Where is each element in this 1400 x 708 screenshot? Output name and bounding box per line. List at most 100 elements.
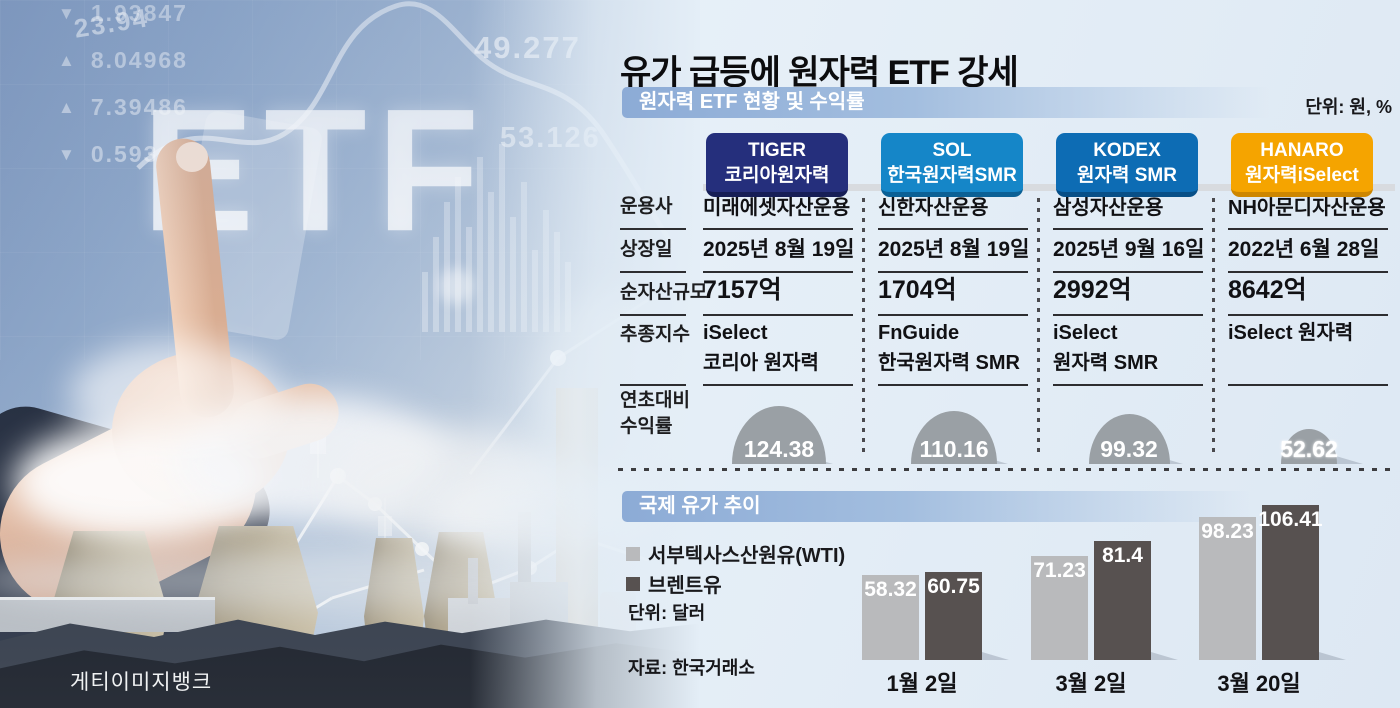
ticker-row: ▼ 1.93847 bbox=[58, 0, 188, 37]
bokeh-light bbox=[438, 268, 474, 304]
value-underline bbox=[1053, 271, 1203, 273]
value-underline bbox=[1228, 228, 1388, 230]
fund-header-kodex: KODEX 원자력 SMR bbox=[1056, 133, 1198, 197]
value-underline bbox=[1053, 314, 1203, 316]
oil-section-label: 국제 유가 추이 bbox=[639, 495, 761, 517]
bar-value: 106.41 bbox=[1258, 508, 1323, 531]
etf-row-label: 순자산규모 bbox=[620, 282, 708, 303]
ticker-value: 1.93847 bbox=[91, 0, 188, 27]
ticker-row: ▲ 7.39486 bbox=[58, 84, 188, 131]
legend-item: 브렌트유 bbox=[626, 569, 722, 598]
fund-net-assets: 2992억 bbox=[1053, 276, 1132, 304]
column-separator bbox=[862, 198, 865, 454]
ticker-row: ▲ 8.04968 bbox=[58, 37, 188, 84]
label-underline bbox=[620, 314, 686, 316]
fund-header-sol: SOL 한국원자력SMR bbox=[881, 133, 1023, 197]
x-axis-label: 1월 2일 bbox=[886, 671, 958, 696]
value-underline bbox=[878, 384, 1028, 386]
bar-value: 98.23 bbox=[1201, 520, 1254, 543]
value-underline bbox=[1228, 314, 1388, 316]
oil-section-header: 국제 유가 추이 bbox=[622, 491, 1252, 522]
etf-section-label: 원자력 ETF 현황 및 수익률 bbox=[639, 91, 865, 113]
value-underline bbox=[1228, 271, 1388, 273]
value-underline bbox=[878, 228, 1028, 230]
legend-label: 브렌트유 bbox=[648, 575, 722, 597]
ytd-return-dome: 110.16 bbox=[911, 411, 997, 464]
brent-bar: 106.41 bbox=[1258, 505, 1323, 660]
etf-unit-note: 단위: 원, % bbox=[1305, 97, 1392, 117]
label-underline bbox=[620, 384, 686, 386]
value-underline bbox=[703, 314, 853, 316]
column-separator bbox=[1037, 198, 1040, 454]
steam-cloud bbox=[70, 342, 280, 446]
ytd-return-value: 99.32 bbox=[1100, 436, 1158, 462]
fund-manager: 신한자산운용 bbox=[878, 197, 989, 219]
value-underline bbox=[1053, 228, 1203, 230]
fund-manager: NH아문디자산운용 bbox=[1228, 197, 1386, 219]
brent-bar: 81.4 bbox=[1094, 541, 1151, 660]
photo-fade-edge bbox=[470, 0, 700, 708]
fund-index: iSelect 코리아 원자력 bbox=[703, 322, 819, 374]
page-title: 유가 급등에 원자력 ETF 강세 bbox=[620, 53, 1019, 92]
legend-item: 서부텍사스산원유(WTI) bbox=[626, 539, 845, 568]
oil-source-note: 자료: 한국거래소 bbox=[628, 658, 755, 678]
ytd-return-dome: 124.38 bbox=[732, 406, 826, 464]
fund-manager: 미래에셋자산운용 bbox=[703, 197, 851, 219]
fund-index: iSelect 원자력 SMR bbox=[1053, 322, 1159, 374]
header-baseline-strip bbox=[703, 184, 1395, 191]
fund-index: FnGuide 한국원자력 SMR bbox=[878, 322, 1020, 374]
legend-swatch bbox=[626, 546, 640, 561]
bar-value: 60.75 bbox=[927, 575, 980, 598]
brent-bar: 60.75 bbox=[925, 572, 982, 660]
ticker-value: 7.39486 bbox=[91, 94, 188, 121]
etf-row-label: 운용사 bbox=[620, 196, 673, 217]
section-divider bbox=[618, 468, 1395, 471]
ytd-return-value: 124.38 bbox=[743, 436, 815, 462]
value-underline bbox=[878, 314, 1028, 316]
image-credit: 게티이미지뱅크 bbox=[70, 666, 212, 696]
triangle-down-icon: ▼ bbox=[58, 4, 77, 24]
value-underline bbox=[703, 228, 853, 230]
fund-manager: 삼성자산운용 bbox=[1053, 197, 1164, 219]
triangle-up-icon: ▲ bbox=[58, 51, 77, 71]
value-underline bbox=[703, 271, 853, 273]
legend-label: 서부텍사스산원유(WTI) bbox=[648, 545, 846, 567]
value-underline bbox=[703, 384, 853, 386]
x-axis-label: 3월 2일 bbox=[1055, 671, 1127, 696]
x-axis-label: 3월 20일 bbox=[1217, 671, 1301, 696]
etf-row-label: 추종지수 bbox=[620, 324, 690, 345]
label-underline bbox=[620, 271, 686, 273]
value-underline bbox=[1228, 384, 1388, 386]
fingernail bbox=[176, 142, 208, 172]
ytd-return-value: 52.62 bbox=[1280, 436, 1338, 462]
fund-header-hanaro: HANARO 원자력iSelect bbox=[1231, 133, 1373, 197]
value-underline bbox=[1053, 384, 1203, 386]
fund-net-assets: 8642억 bbox=[1228, 276, 1307, 304]
wti-bar: 71.23 bbox=[1031, 556, 1088, 660]
fund-header-tiger: TIGER 코리아원자력 bbox=[706, 133, 848, 197]
ticker-value: 8.04968 bbox=[91, 47, 188, 74]
power-plant-photo: ▼ 1.93847 ▲ 8.04968 ▲ 7.39486 ▼ 0.59367 … bbox=[0, 0, 700, 708]
ytd-return-dome: 52.62 bbox=[1280, 429, 1338, 464]
oil-unit-note: 단위: 달러 bbox=[628, 603, 706, 623]
bar-value: 58.32 bbox=[864, 578, 917, 601]
wti-bar: 98.23 bbox=[1199, 517, 1256, 660]
ytd-return-value: 110.16 bbox=[919, 436, 989, 462]
etf-section-header: 원자력 ETF 현황 및 수익률 bbox=[622, 87, 1270, 118]
label-underline bbox=[620, 228, 686, 230]
etf-row-label: 연초대비 수익률 bbox=[620, 390, 690, 437]
triangle-down-icon: ▼ bbox=[58, 145, 77, 165]
column-separator bbox=[1212, 198, 1215, 454]
wti-bar: 58.32 bbox=[862, 575, 919, 660]
triangle-up-icon: ▲ bbox=[58, 98, 77, 118]
fund-net-assets: 7157억 bbox=[703, 276, 782, 304]
bar-value: 71.23 bbox=[1033, 559, 1086, 582]
fund-listing-date: 2025년 9월 16일 bbox=[1053, 238, 1205, 261]
fund-listing-date: 2025년 8월 19일 bbox=[703, 238, 855, 261]
value-underline bbox=[878, 271, 1028, 273]
ytd-return-dome: 99.32 bbox=[1088, 414, 1170, 464]
fund-net-assets: 1704억 bbox=[878, 276, 957, 304]
fund-listing-date: 2025년 8월 19일 bbox=[878, 238, 1030, 261]
legend-swatch bbox=[626, 576, 640, 591]
